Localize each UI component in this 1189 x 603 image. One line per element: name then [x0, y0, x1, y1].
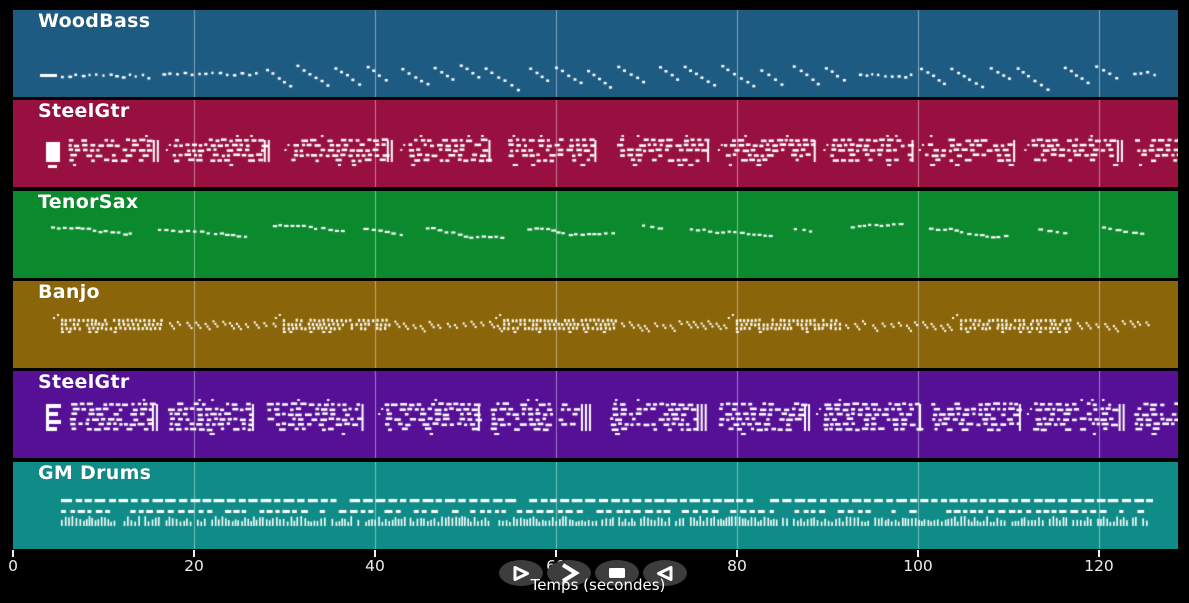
play-button[interactable]	[499, 560, 543, 586]
axis-tick-label: 40	[365, 557, 385, 575]
axis-tick-label: 0	[8, 557, 18, 575]
stop-square-icon	[606, 565, 628, 581]
rewind-button[interactable]	[643, 560, 687, 586]
track-title: SteelGtr	[38, 371, 130, 393]
track-title: WoodBass	[38, 10, 151, 32]
track-title: Banjo	[38, 281, 100, 303]
track-steelgtr[interactable]: SteelGtr	[13, 371, 1178, 458]
track-title: TenorSax	[38, 191, 139, 213]
track-banjo[interactable]: Banjo	[13, 281, 1178, 368]
axis-tick	[374, 550, 376, 557]
axis-tick	[193, 550, 195, 557]
axis-tick	[1098, 550, 1100, 557]
track-list: WoodBass SteelGtr TenorSax Banjo SteelGtr GM …	[13, 10, 1178, 549]
track-notes-canvas	[13, 10, 1178, 97]
forward-button[interactable]	[547, 560, 591, 586]
axis-title: Temps (secondes)	[530, 576, 666, 594]
axis-tick-label: 100	[903, 557, 933, 575]
track-notes-canvas	[13, 281, 1178, 368]
axis-tick	[917, 550, 919, 557]
axis-tick	[12, 550, 14, 557]
track-gm-drums[interactable]: GM Drums	[13, 462, 1178, 549]
play-triangle-right-icon	[510, 565, 532, 582]
stop-button[interactable]	[595, 560, 639, 586]
track-notes-canvas	[13, 191, 1178, 278]
axis-tick-label: 20	[184, 557, 204, 575]
track-notes-canvas	[13, 371, 1178, 458]
track-title: GM Drums	[38, 462, 152, 484]
axis-tick-label: 80	[727, 557, 747, 575]
track-tenorsax[interactable]: TenorSax	[13, 191, 1178, 278]
track-notes-canvas	[13, 100, 1178, 187]
axis-tick	[555, 550, 557, 557]
triangle-left-icon	[654, 565, 676, 582]
chevron-right-icon	[557, 563, 581, 583]
track-woodbass[interactable]: WoodBass	[13, 10, 1178, 97]
track-notes-canvas	[13, 462, 1178, 549]
axis-tick	[736, 550, 738, 557]
track-title: SteelGtr	[38, 100, 130, 122]
axis-tick-label: 120	[1084, 557, 1114, 575]
track-steelgtr[interactable]: SteelGtr	[13, 100, 1178, 187]
